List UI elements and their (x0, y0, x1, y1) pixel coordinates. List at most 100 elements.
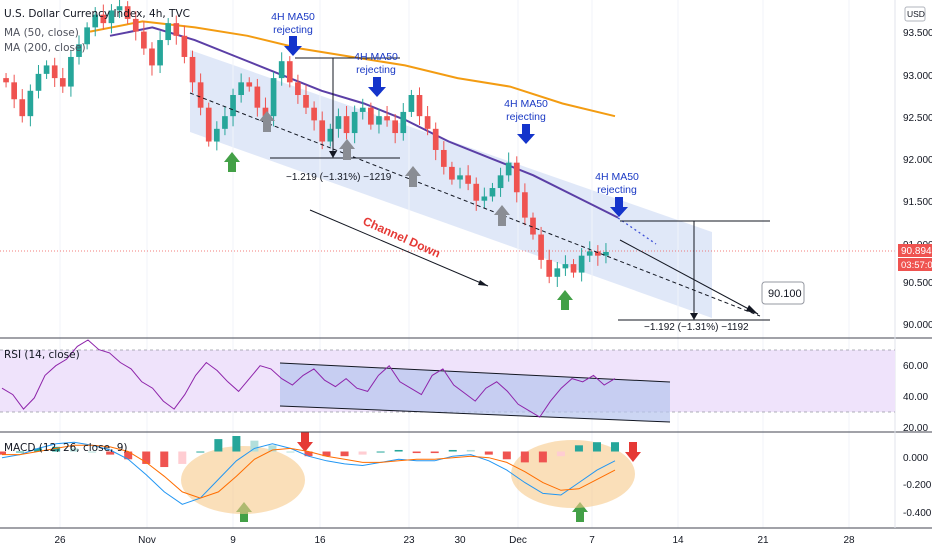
candle[interactable] (132, 18, 139, 32)
candle[interactable] (530, 217, 536, 235)
candle[interactable] (400, 111, 407, 134)
macd-tick: 0.000 (903, 453, 928, 464)
candle[interactable] (570, 264, 577, 273)
candle[interactable] (457, 175, 463, 180)
time-tick: 14 (672, 535, 684, 546)
candle[interactable] (173, 23, 180, 36)
candle[interactable] (424, 116, 431, 129)
candle[interactable] (157, 40, 163, 66)
time-tick: 21 (757, 535, 769, 546)
macd-legend[interactable]: MACD (12, 26, close, 9) (4, 442, 128, 454)
candle[interactable] (270, 78, 277, 117)
candle[interactable] (319, 120, 326, 142)
candle[interactable] (3, 78, 9, 83)
candle[interactable] (254, 86, 261, 108)
candle[interactable] (100, 14, 107, 24)
candle[interactable] (343, 116, 350, 134)
macd-histogram-bar (142, 451, 151, 464)
candle[interactable] (278, 61, 285, 79)
price-tick: 93.500 (903, 28, 932, 39)
candle[interactable] (262, 107, 269, 117)
candle[interactable] (149, 48, 155, 66)
candle[interactable] (197, 82, 204, 108)
candle[interactable] (19, 99, 26, 117)
candle[interactable] (578, 255, 585, 273)
reject-label: 4H MA50 (354, 51, 398, 63)
candle[interactable] (213, 128, 220, 142)
candle[interactable] (359, 107, 366, 112)
candle[interactable] (230, 95, 236, 117)
candle[interactable] (286, 61, 293, 83)
ma50-line[interactable] (109, 26, 619, 219)
candle[interactable] (165, 23, 172, 41)
candle[interactable] (246, 82, 253, 87)
candle[interactable] (51, 65, 58, 79)
candle[interactable] (538, 234, 544, 260)
macd-pane[interactable] (0, 432, 895, 528)
candle[interactable] (27, 90, 34, 117)
candle[interactable] (392, 120, 399, 134)
candle[interactable] (368, 107, 374, 125)
candle[interactable] (108, 10, 115, 24)
candle[interactable] (562, 264, 569, 269)
candle[interactable] (351, 111, 358, 134)
candle[interactable] (595, 251, 601, 256)
macd-histogram-bar (358, 451, 367, 455)
candle[interactable] (408, 95, 415, 112)
candle[interactable] (554, 268, 561, 277)
candle[interactable] (513, 162, 520, 193)
candle[interactable] (586, 251, 593, 256)
candle[interactable] (222, 116, 228, 129)
candle[interactable] (116, 6, 123, 11)
rsi-legend[interactable]: RSI (14, close) (4, 349, 80, 361)
candle[interactable] (449, 166, 455, 180)
candle[interactable] (43, 65, 50, 74)
candle[interactable] (76, 44, 82, 57)
candle[interactable] (546, 259, 553, 277)
candle[interactable] (473, 183, 480, 201)
candle[interactable] (384, 116, 390, 121)
macd-histogram-bar (394, 449, 403, 452)
candle[interactable] (311, 107, 317, 121)
candle[interactable] (238, 82, 244, 96)
currency-badge[interactable] (904, 6, 926, 22)
candle[interactable] (376, 116, 382, 125)
rsi-tick: 20.00 (903, 423, 928, 434)
candle[interactable] (481, 196, 488, 201)
candle[interactable] (124, 6, 131, 19)
candle[interactable] (181, 35, 188, 57)
candle[interactable] (92, 14, 99, 28)
target-callout-label: 90.100 (768, 288, 802, 300)
candle[interactable] (416, 95, 423, 117)
currency-badge-label[interactable]: USD (907, 9, 925, 19)
candle[interactable] (440, 149, 447, 167)
macd-tick: -0.400 (903, 508, 932, 519)
candle[interactable] (11, 82, 17, 100)
candle[interactable] (303, 95, 309, 108)
candle[interactable] (84, 27, 90, 45)
candle[interactable] (295, 82, 301, 96)
candle[interactable] (205, 107, 212, 142)
candle[interactable] (141, 31, 147, 49)
macd-highlight (181, 446, 305, 514)
red-arrows (297, 432, 641, 462)
candle[interactable] (465, 175, 471, 184)
candle[interactable] (505, 162, 512, 176)
candle[interactable] (522, 192, 528, 218)
candle[interactable] (59, 78, 66, 87)
candle[interactable] (189, 56, 196, 83)
price-tick: 92.500 (903, 113, 932, 124)
candles (3, 0, 609, 287)
candle[interactable] (335, 116, 342, 129)
candle[interactable] (497, 175, 504, 189)
candle[interactable] (432, 128, 439, 150)
ma200-legend[interactable]: MA (200, close) (4, 42, 86, 54)
macd-histogram-bar (16, 451, 25, 453)
candle[interactable] (327, 128, 334, 142)
candle[interactable] (603, 251, 609, 256)
candle[interactable] (35, 73, 42, 91)
ma50-legend[interactable]: MA (50, close) (4, 27, 79, 39)
candle[interactable] (68, 56, 74, 87)
candle[interactable] (489, 188, 496, 197)
